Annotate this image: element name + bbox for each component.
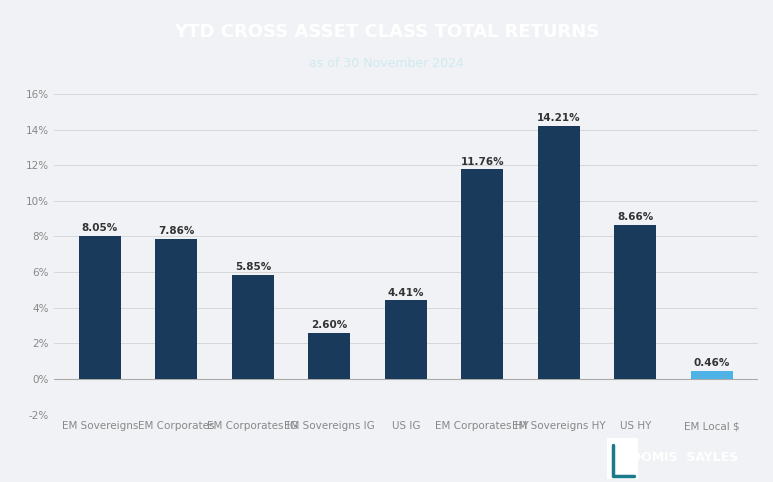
Text: 5.85%: 5.85% (235, 262, 271, 272)
Text: 8.05%: 8.05% (82, 223, 118, 233)
Bar (79, 236, 121, 379)
Bar (615, 225, 656, 379)
Bar (538, 126, 580, 379)
Bar (385, 300, 427, 379)
Text: as of 30 November 2024: as of 30 November 2024 (309, 57, 464, 70)
Text: 8.66%: 8.66% (617, 212, 653, 222)
Text: 11.76%: 11.76% (461, 157, 504, 167)
Text: 2.60%: 2.60% (312, 320, 348, 330)
Bar (155, 239, 197, 379)
Bar (232, 275, 274, 379)
FancyBboxPatch shape (607, 438, 638, 479)
Bar (690, 371, 733, 379)
Text: 4.41%: 4.41% (387, 288, 424, 298)
Text: 7.86%: 7.86% (158, 226, 195, 236)
Bar (308, 333, 350, 379)
Bar (461, 170, 503, 379)
Text: YTD CROSS ASSET CLASS TOTAL RETURNS: YTD CROSS ASSET CLASS TOTAL RETURNS (174, 23, 599, 41)
Text: 14.21%: 14.21% (537, 113, 581, 123)
Text: LOOMIS  SAYLES: LOOMIS SAYLES (622, 452, 738, 464)
Text: 0.46%: 0.46% (693, 358, 730, 368)
